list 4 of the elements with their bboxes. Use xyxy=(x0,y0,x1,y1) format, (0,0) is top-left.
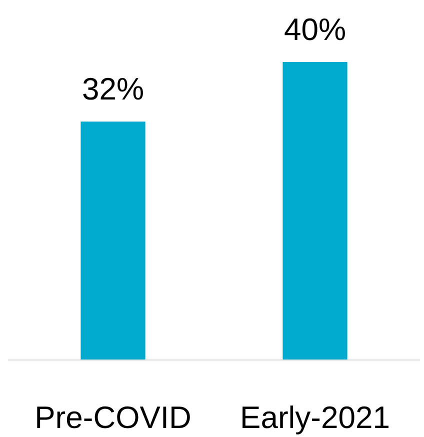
data-label: 32% xyxy=(82,72,144,107)
x-tick-label: Pre-COVID xyxy=(34,400,192,435)
x-tick-label: Early-2021 xyxy=(240,400,390,435)
data-label: 40% xyxy=(284,12,346,47)
